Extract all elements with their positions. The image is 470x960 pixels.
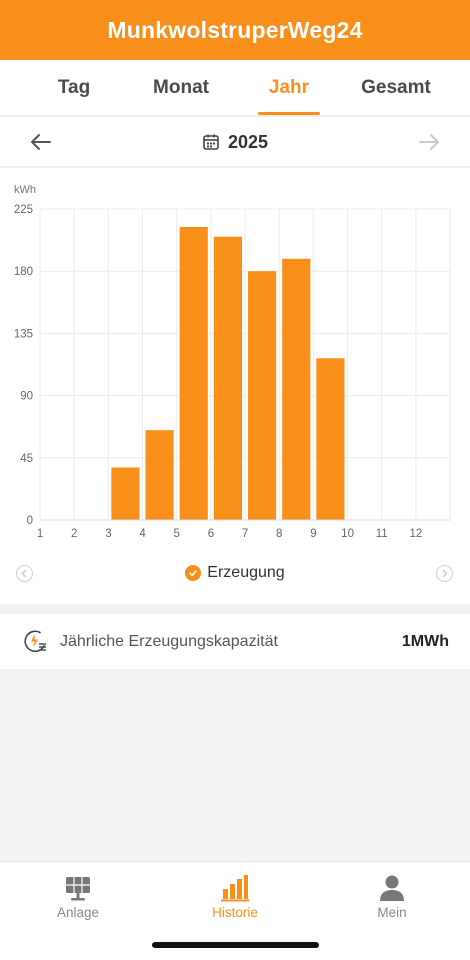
chart-prev-button[interactable]	[16, 565, 33, 582]
date-navigator: 2025	[0, 117, 470, 167]
legend[interactable]: Erzeugung	[0, 558, 470, 588]
x-tick-label: 5	[174, 528, 180, 540]
bottom-navigation: Anlage Historie Mein	[0, 861, 470, 960]
y-tick-label: 135	[14, 328, 33, 340]
energy-capacity-icon	[24, 630, 46, 653]
bar-month-8	[282, 258, 311, 520]
plant-title: MunkwolstruperWeg24	[107, 16, 363, 43]
chart-next-button[interactable]	[436, 565, 453, 582]
user-icon	[380, 875, 404, 901]
capacity-value: 1MWh	[401, 632, 449, 650]
bar-month-7	[248, 271, 277, 520]
legend-label: Erzeugung	[207, 564, 285, 581]
check-circle-icon	[185, 565, 202, 581]
x-tick-label: 2	[71, 528, 77, 540]
legend-row: Erzeugung	[0, 558, 470, 588]
x-tick-label: 9	[310, 528, 316, 540]
y-tick-label: 225	[14, 204, 33, 216]
arrow-right-icon[interactable]	[416, 129, 442, 155]
arrow-left-icon[interactable]	[28, 129, 54, 155]
chevron-right-icon	[442, 569, 448, 578]
year-selector[interactable]: 2025	[0, 117, 470, 167]
chart-panel: kWh 225 180 135 90 45 0 1 2 3 4 5 6 7 8 9 10 11 12 Erzeugu…	[0, 168, 470, 604]
x-tick-label: 10	[341, 528, 354, 540]
y-tick-label: 0	[27, 515, 33, 527]
capacity-row: Jährliche Erzeugungskapazität 1MWh	[0, 614, 470, 669]
tab-monat[interactable]: Monat	[153, 77, 209, 98]
app-header: MunkwolstruperWeg24	[0, 0, 470, 60]
x-tick-label: 1	[37, 528, 43, 540]
period-tabs: Tag Monat Jahr Gesamt	[0, 60, 470, 116]
capacity-label: Jährliche Erzeugungskapazität	[60, 632, 278, 650]
y-axis-unit: kWh	[14, 184, 36, 196]
x-tick-label: 3	[105, 528, 111, 540]
active-tab-indicator	[258, 112, 320, 115]
x-tick-label: 11	[376, 528, 388, 540]
tab-tag[interactable]: Tag	[57, 77, 91, 98]
x-tick-label: 8	[276, 528, 282, 540]
x-tick-label: 6	[208, 528, 214, 540]
home-indicator	[152, 942, 319, 948]
bar-month-3	[111, 467, 140, 520]
y-tick-label: 180	[14, 266, 33, 278]
bar-month-6	[213, 236, 242, 520]
bar-month-4	[145, 430, 174, 520]
bar-month-5	[179, 226, 208, 521]
nav-label-mein: Mein	[377, 905, 407, 920]
nav-label-anlage: Anlage	[56, 905, 100, 920]
nav-historie[interactable]: Historie	[175, 874, 295, 920]
tab-gesamt[interactable]: Gesamt	[361, 77, 431, 98]
nav-mein[interactable]: Mein	[332, 874, 452, 920]
x-tick-label: 4	[139, 528, 146, 540]
y-tick-label: 45	[20, 453, 33, 465]
nav-anlage[interactable]: Anlage	[18, 874, 138, 920]
y-tick-label: 90	[20, 391, 33, 403]
bar-chart-icon	[221, 875, 249, 902]
tab-jahr[interactable]: Jahr	[268, 77, 310, 98]
selected-year: 2025	[227, 131, 269, 152]
x-tick-label: 12	[410, 528, 423, 540]
bar-month-9	[316, 358, 345, 520]
calendar-icon	[203, 134, 219, 150]
chevron-left-icon	[21, 569, 27, 578]
x-tick-label: 7	[242, 528, 248, 540]
nav-label-historie: Historie	[212, 905, 258, 920]
solar-panel-icon	[66, 877, 90, 901]
